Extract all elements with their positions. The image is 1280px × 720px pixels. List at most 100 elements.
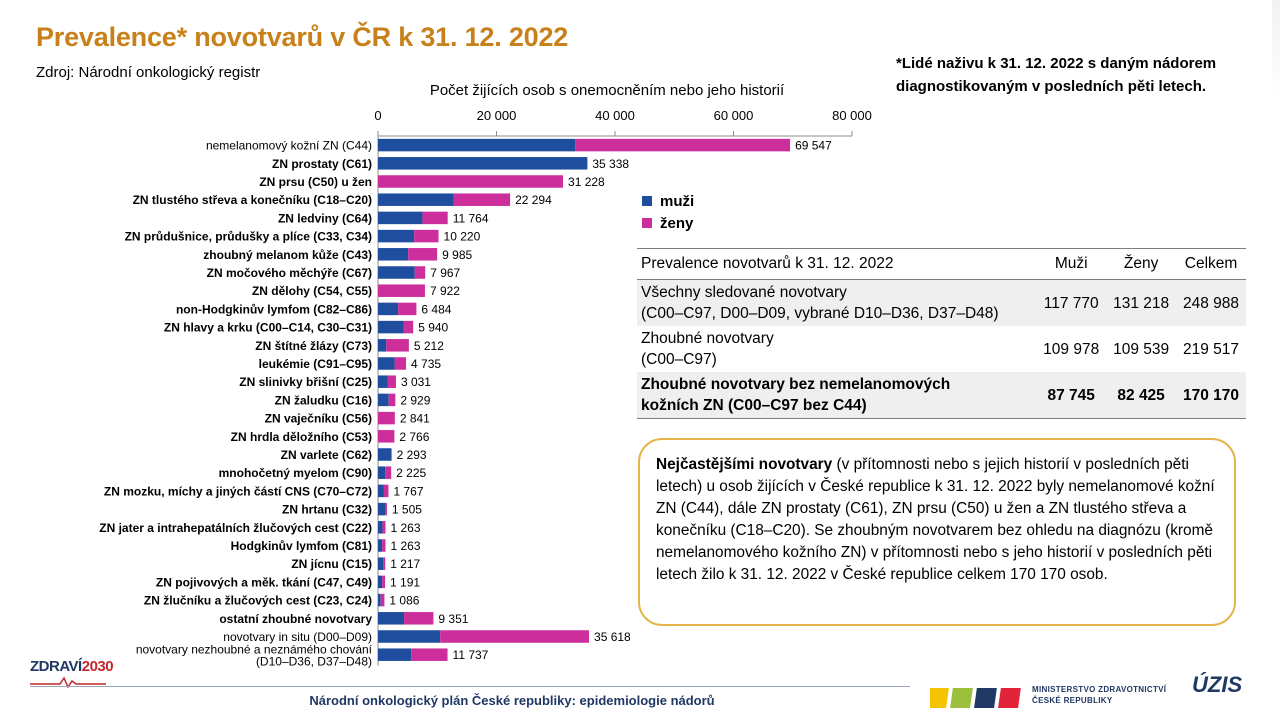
bar-women bbox=[383, 484, 389, 498]
table-header-row: Prevalence novotvarů k 31. 12. 2022 Muži… bbox=[637, 248, 1246, 280]
category-label: ZN hlavy a krku (C00–C14, C30–C31) bbox=[164, 321, 372, 335]
logo-block-green bbox=[950, 688, 973, 708]
legend-swatch-women bbox=[642, 218, 652, 228]
bar-women bbox=[386, 339, 409, 352]
footer-divider bbox=[30, 686, 910, 687]
table-row-label: Všechny sledované novotvary (C00–C97, D00… bbox=[637, 279, 1037, 326]
table-header-total: Celkem bbox=[1176, 248, 1246, 280]
value-label: 2 293 bbox=[397, 448, 427, 462]
bar-women bbox=[385, 466, 392, 479]
legend-label-men: muži bbox=[660, 192, 695, 210]
value-label: 35 618 bbox=[594, 630, 631, 644]
x-tick-label: 20 000 bbox=[477, 108, 517, 123]
bar-men bbox=[378, 502, 386, 516]
value-label: 1 767 bbox=[393, 484, 423, 498]
footnote: *Lidé naživu k 31. 12. 2022 s daným nádo… bbox=[896, 55, 1217, 95]
logo-block-red bbox=[998, 688, 1021, 708]
category-label: ZN prostaty (C61) bbox=[272, 157, 372, 171]
bar-men bbox=[378, 484, 384, 498]
bar-men bbox=[378, 375, 388, 388]
table-row-label: Zhoubné novotvary bez nemelanomových kožn… bbox=[637, 372, 1037, 419]
bar-women bbox=[414, 229, 439, 243]
category-label: ZN dělohy (C54, C55) bbox=[252, 284, 372, 298]
category-label: (D10–D36, D37–D48) bbox=[256, 655, 372, 669]
callout-lead: Nejčastějšími novotvary bbox=[656, 456, 833, 473]
bar-men bbox=[378, 320, 404, 334]
bar-men bbox=[378, 557, 384, 570]
category-label: non-Hodgkinův lymfom (C82–C86) bbox=[176, 302, 372, 316]
bar-men bbox=[378, 302, 399, 316]
table-cell-total: 248 988 bbox=[1176, 279, 1246, 326]
table-cell-total: 170 170 bbox=[1176, 372, 1246, 419]
x-tick-label: 60 000 bbox=[714, 108, 754, 123]
bar-women bbox=[382, 521, 386, 534]
table-cell-men: 117 770 bbox=[1036, 279, 1107, 326]
bar-men bbox=[378, 357, 395, 370]
category-label: ZN mozku, míchy a jiných částí CNS (C70–… bbox=[104, 484, 372, 498]
table-header-men: Muži bbox=[1036, 248, 1107, 280]
page-title: Prevalence* novotvarů v ČR k 31. 12. 202… bbox=[36, 22, 569, 52]
bar-women bbox=[403, 320, 414, 334]
bar-women bbox=[382, 575, 386, 589]
category-label: ZN žlučníku a žlučových cest (C23, C24) bbox=[144, 594, 372, 608]
bar-women bbox=[408, 248, 438, 261]
value-label: 1 263 bbox=[390, 521, 420, 535]
chart-legend: muži ženy bbox=[642, 190, 694, 234]
logo-block-blue bbox=[974, 688, 997, 708]
bar-women bbox=[382, 539, 386, 552]
legend-item-women: ženy bbox=[642, 212, 694, 234]
bar-women bbox=[453, 193, 511, 206]
bar-women bbox=[394, 357, 407, 370]
table-cell-total: 219 517 bbox=[1183, 340, 1240, 358]
value-label: 6 484 bbox=[421, 302, 451, 316]
bar-men bbox=[378, 211, 423, 225]
ministry-name: MINISTERSTVO ZDRAVOTNICTVÍ ČESKÉ REPUBLI… bbox=[1032, 685, 1167, 705]
value-label: 1 191 bbox=[390, 575, 420, 589]
value-label: 5 212 bbox=[414, 339, 444, 353]
bar-women bbox=[378, 284, 425, 297]
table-cell-women: 131 218 bbox=[1106, 279, 1177, 326]
bar-women bbox=[575, 138, 791, 152]
logo-block-yellow bbox=[930, 688, 949, 708]
bar-men bbox=[378, 393, 389, 407]
bar-women bbox=[388, 393, 396, 407]
value-label: 9 351 bbox=[438, 612, 468, 626]
bar-women bbox=[414, 266, 426, 279]
category-label: ZN ledviny (C64) bbox=[278, 211, 372, 225]
table-row: Všechny sledované novotvary (C00–C97, D00… bbox=[637, 279, 1246, 326]
category-label: ZN hrtanu (C32) bbox=[282, 503, 372, 517]
bar-men bbox=[378, 248, 409, 261]
value-label: 2 766 bbox=[399, 430, 429, 444]
category-label: ZN jater a intrahepatálních žlučových ce… bbox=[99, 521, 372, 535]
table-cell-men: 87 745 bbox=[1036, 372, 1107, 419]
category-label: ZN štítné žlázy (C73) bbox=[255, 339, 372, 353]
category-label: ZN průdušnice, průdušky a plíce (C33, C3… bbox=[125, 230, 372, 244]
category-label: ZN prsu (C50) u žen bbox=[259, 175, 372, 189]
bar-men bbox=[378, 612, 405, 625]
zdravi-2030-logo: ZDRAVÍ2030 bbox=[30, 658, 114, 690]
bar-men bbox=[378, 193, 454, 206]
legend-item-men: muži bbox=[642, 190, 694, 212]
chart-title: Počet žijících osob s onemocněním nebo j… bbox=[430, 82, 785, 99]
bar-men bbox=[378, 229, 415, 243]
value-label: 2 841 bbox=[400, 412, 430, 426]
bar-women bbox=[440, 630, 590, 643]
category-label: Hodgkinův lymfom (C81) bbox=[231, 539, 372, 553]
value-label: 35 338 bbox=[592, 157, 629, 171]
footer-text: Národní onkologický plán České republiky… bbox=[309, 693, 715, 708]
category-label: ZN hrdla děložního (C53) bbox=[231, 430, 372, 444]
category-label: ZN močového měchýře (C67) bbox=[207, 266, 372, 280]
bar-women bbox=[411, 648, 448, 661]
bar-women bbox=[404, 612, 434, 625]
edge-shade bbox=[1272, 0, 1280, 100]
bar-men bbox=[378, 575, 383, 589]
uzis-logo: ÚZIS bbox=[1192, 672, 1243, 697]
x-tick-label: 80 000 bbox=[832, 108, 872, 123]
prevalence-summary-table: Prevalence novotvarů k 31. 12. 2022 Muži… bbox=[637, 248, 1246, 419]
legend-swatch-men bbox=[642, 196, 652, 206]
value-label: 11 764 bbox=[453, 211, 489, 225]
table-header-category: Prevalence novotvarů k 31. 12. 2022 bbox=[637, 248, 1037, 280]
x-tick-label: 40 000 bbox=[595, 108, 635, 123]
bar-women bbox=[378, 411, 395, 425]
value-label: 7 922 bbox=[430, 284, 460, 298]
